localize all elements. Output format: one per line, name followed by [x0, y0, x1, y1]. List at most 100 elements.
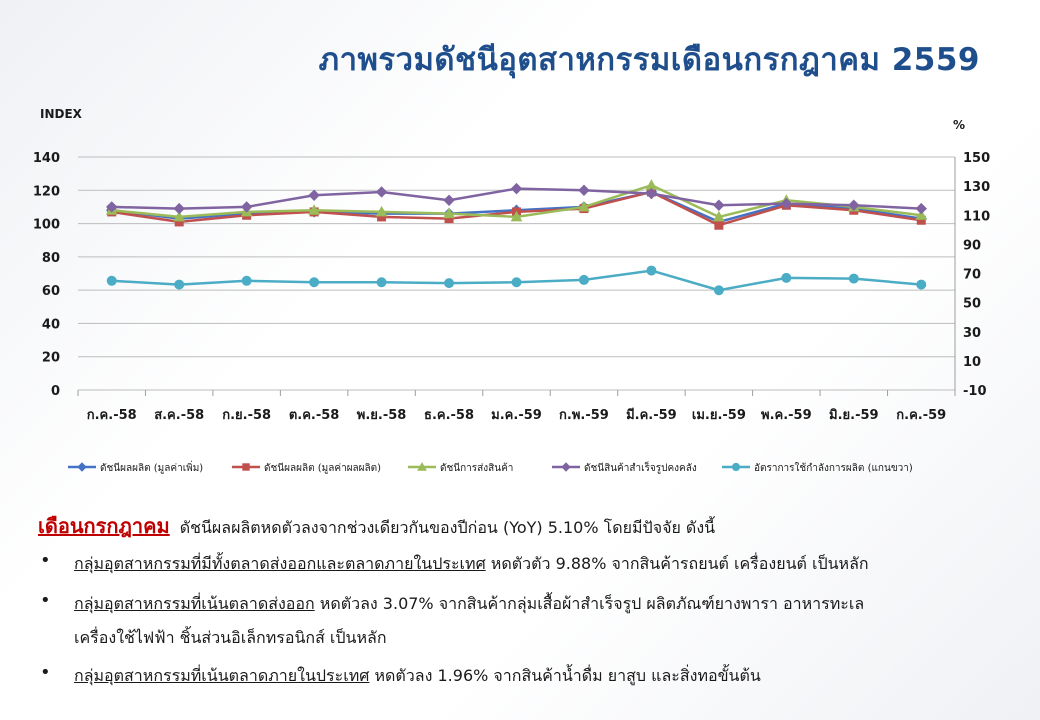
left-tick-label: 20	[42, 351, 60, 366]
left-tick-label: 40	[42, 317, 60, 332]
x-tick-label: ส.ค.-58	[154, 408, 204, 423]
data-point	[714, 220, 724, 230]
note-item-head: กลุ่มอุตสาหกรรมที่เน้นตลาดภายในประเทศ	[74, 666, 370, 685]
legend-marker-icon	[242, 463, 250, 471]
right-tick-label: 110	[963, 209, 990, 224]
data-point	[375, 186, 388, 198]
right-axis-label: %	[953, 118, 965, 132]
x-tick-label: ก.ค.-58	[87, 408, 137, 423]
legend-item: ดัชนีผลผลิต (มูลค่าเพิ่ม)	[68, 460, 203, 474]
data-point	[174, 279, 185, 290]
industry-index-chart: 0 20 40 60 80 100 120 140 -10 10 30 50 70 90 110 130 15…	[33, 107, 990, 474]
lead-text: ดัชนีผลผลิตหดตัวลงจากช่วงเดียวกันของปีก่…	[179, 518, 716, 537]
data-series	[106, 265, 927, 296]
data-point	[106, 275, 117, 286]
left-tick-label: 120	[33, 184, 60, 199]
legend-item: อัตราการใช้กำลังการผลิต (แกนขวา)	[722, 462, 913, 474]
data-point	[578, 184, 590, 196]
data-point	[241, 275, 252, 286]
bullet-icon: •	[40, 590, 51, 611]
data-point	[645, 187, 658, 200]
right-tick-label: 70	[963, 268, 981, 283]
data-point	[240, 201, 253, 213]
note-item-text: หดตัวลง 3.07% จากสินค้ากลุ่มเสื้อผ้าสำเร…	[314, 594, 865, 613]
data-point	[106, 201, 118, 213]
data-point	[848, 273, 859, 284]
left-tick-label: 140	[33, 151, 60, 166]
right-tick-label: 130	[963, 180, 990, 195]
right-tick-label: 150	[963, 151, 990, 166]
x-axis-ticks: ก.ค.-58 ส.ค.-58 ก.ย.-58 ต.ค.-58 พ.ย.-58 ธ.ค.-…	[87, 407, 946, 423]
x-tick-label: เม.ย.-59	[692, 408, 746, 423]
note-item: กลุ่มอุตสาหกรรมที่มีทั้งตลาดส่งออกและตลา…	[74, 552, 869, 577]
x-tick-label: มี.ค.-59	[626, 407, 677, 423]
data-point	[443, 194, 455, 206]
right-axis-ticks: -10 10 30 50 70 90 110 130 150	[963, 151, 990, 399]
data-series	[106, 182, 927, 215]
legend-label: ดัชนีผลผลิต (มูลค่าเพิ่ม)	[100, 460, 203, 474]
data-point	[713, 199, 725, 211]
bullet-icon: •	[40, 550, 51, 571]
data-point	[916, 279, 927, 290]
note-item-head: กลุ่มอุตสาหกรรมที่เน้นตลาดส่งออก	[74, 594, 315, 613]
data-point	[781, 272, 792, 283]
legend-label: อัตราการใช้กำลังการผลิต (แกนขวา)	[754, 462, 913, 474]
data-point	[713, 285, 724, 296]
data-point	[375, 205, 388, 217]
x-tick-label: ม.ค.-59	[491, 408, 542, 423]
legend-marker-icon	[77, 462, 87, 472]
data-point	[444, 278, 455, 289]
data-point	[915, 209, 928, 220]
left-tick-label: 60	[42, 284, 60, 299]
data-point	[915, 202, 927, 215]
data-point	[308, 189, 320, 201]
right-tick-label: 10	[963, 355, 981, 370]
legend-label: ดัชนีสินค้าสำเร็จรูปคงคลัง	[584, 460, 697, 474]
data-point	[443, 207, 455, 219]
note-item: กลุ่มอุตสาหกรรมที่เน้นตลาดส่งออก หดตัวลง…	[74, 592, 864, 617]
left-axis-label: INDEX	[40, 107, 83, 121]
data-point	[173, 210, 186, 222]
note-item-head: กลุ่มอุตสาหกรรมที่มีทั้งตลาดส่งออกและตลา…	[74, 554, 486, 573]
left-axis-ticks: 0 20 40 60 80 100 120 140	[33, 151, 60, 399]
x-tick-label: ต.ค.-58	[289, 408, 340, 423]
x-tick-label: มิ.ย.-59	[829, 408, 879, 423]
lead-month: เดือนกรกฎาคม	[38, 514, 170, 538]
data-point	[510, 182, 523, 195]
legend-label: ดัชนีการส่งสินค้า	[440, 462, 513, 474]
note-item-continuation: เครื่องใช้ไฟฟ้า ชิ้นส่วนอิเล็กทรอนิกส์ เ…	[74, 628, 387, 647]
x-tick-label: ก.พ.-59	[559, 408, 609, 423]
right-tick-label: -10	[963, 384, 987, 399]
legend-item: ดัชนีผลผลิต (มูลค่าผลผลิต)	[232, 462, 381, 474]
x-tick-label: ธ.ค.-58	[424, 408, 474, 423]
data-point	[309, 277, 320, 288]
data-point	[646, 265, 657, 276]
x-tick-label: พ.ค.-59	[761, 408, 812, 423]
data-point	[510, 210, 523, 222]
legend-item: ดัชนีสินค้าสำเร็จรูปคงคลัง	[552, 460, 697, 474]
x-tick-label: พ.ย.-58	[357, 408, 407, 423]
x-tick-label: ก.ย.-58	[222, 408, 271, 423]
data-point	[511, 277, 522, 288]
data-point	[780, 197, 793, 210]
data-point	[308, 204, 320, 215]
chart-series	[105, 179, 928, 296]
legend-marker-icon	[731, 462, 741, 472]
legend-marker-icon	[561, 462, 571, 472]
right-tick-label: 90	[963, 238, 981, 253]
legend-label: ดัชนีผลผลิต (มูลค่าผลผลิต)	[264, 462, 381, 474]
data-point	[848, 199, 860, 211]
legend-marker-icon	[417, 461, 427, 471]
note-item-text: หดตัวตัว 9.88% จากสินค้ารถยนต์ เครื่องยน…	[485, 554, 869, 573]
note-item-text: หดตัวลง 1.96% จากสินค้าน้ำดื่ม ยาสูบ และ…	[369, 666, 761, 685]
note-item: กลุ่มอุตสาหกรรมที่เน้นตลาดภายในประเทศ หด…	[74, 664, 761, 689]
x-tick-label: ก.ค.-59	[896, 408, 946, 423]
data-point	[173, 202, 185, 215]
page-title: ภาพรวมดัชนีอุตสาหกรรมเดือนกรกฎาคม 2559	[318, 42, 980, 78]
data-point	[713, 210, 725, 222]
summary-lead: เดือนกรกฎาคม ดัชนีผลผลิตหดตัวลงจากช่วงเดี…	[38, 510, 715, 542]
right-tick-label: 50	[963, 297, 981, 312]
data-point	[376, 277, 387, 288]
left-tick-label: 0	[51, 384, 60, 399]
left-tick-label: 100	[33, 218, 60, 233]
